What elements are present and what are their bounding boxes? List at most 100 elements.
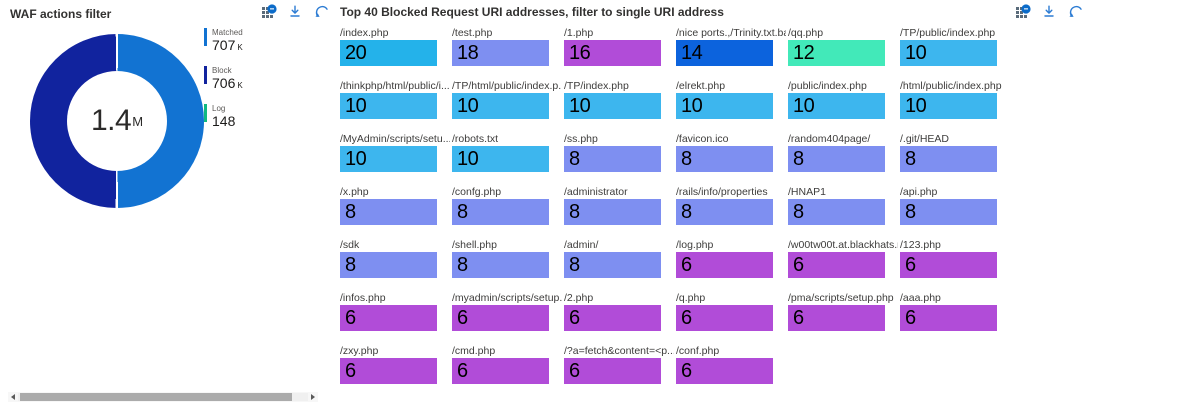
uri-tile-value[interactable]: 8 [676,199,773,225]
uri-tile-value[interactable]: 10 [676,93,773,119]
uri-tile-value[interactable]: 8 [788,199,885,225]
uri-tile-value[interactable]: 10 [452,93,549,119]
uri-tile[interactable]: /test.php 18 [452,27,564,66]
uri-tile-value[interactable]: 8 [452,252,549,278]
uri-tile-value[interactable]: 10 [340,146,437,172]
uri-tile[interactable]: /cmd.php 6 [452,345,564,384]
uri-tile-value[interactable]: 8 [788,146,885,172]
scroll-right-icon[interactable] [308,392,318,402]
horizontal-scrollbar[interactable] [8,392,318,402]
uri-tile-value[interactable]: 8 [452,199,549,225]
uri-tile-value[interactable]: 14 [676,40,773,66]
uri-tile[interactable]: /robots.txt 10 [452,133,564,172]
uri-tile-value[interactable]: 6 [452,305,549,331]
uri-tile-value[interactable]: 10 [900,40,997,66]
uri-tile-label: /pma/scripts/setup.php [788,292,894,304]
uri-tile[interactable]: /elrekt.php 10 [676,80,788,119]
scroll-left-icon[interactable] [8,392,18,402]
uri-tile-value[interactable]: 6 [564,358,661,384]
donut-chart[interactable]: 1.4 M [30,34,204,208]
uri-tile[interactable]: /zxy.php 6 [340,345,452,384]
uri-tile-value[interactable]: 10 [788,93,885,119]
uri-tile-value[interactable]: 6 [788,305,885,331]
scrollbar-track[interactable] [18,393,308,401]
uri-tile-value[interactable]: 6 [676,305,773,331]
uri-tile-value[interactable]: 8 [676,146,773,172]
download-icon[interactable] [288,4,303,18]
logs-query-icon[interactable] [262,4,277,18]
uri-tile[interactable]: /1.php 16 [564,27,676,66]
uri-tile-value[interactable]: 10 [564,93,661,119]
uri-tile[interactable]: /myadmin/scripts/setup... 6 [452,292,564,331]
uri-tile-value[interactable]: 6 [900,252,997,278]
uri-tile-value[interactable]: 12 [788,40,885,66]
uri-tile[interactable]: /log.php 6 [676,239,788,278]
uri-tile-value[interactable]: 6 [676,252,773,278]
uri-tile[interactable]: /confg.php 8 [452,186,564,225]
uri-tile[interactable]: /TP/html/public/index.p... 10 [452,80,564,119]
uri-tile[interactable]: /TP/public/index.php 10 [900,27,1012,66]
undo-icon[interactable] [314,4,329,18]
uri-tile-value[interactable]: 8 [564,146,661,172]
uri-tile[interactable]: /favicon.ico 8 [676,133,788,172]
scrollbar-thumb[interactable] [20,393,292,401]
legend-label: Block [212,66,232,75]
uri-tile-value[interactable]: 10 [900,93,997,119]
uri-tile[interactable]: /2.php 6 [564,292,676,331]
uri-tile[interactable]: /random404page/ 8 [788,133,900,172]
uri-tile[interactable]: /admin/ 8 [564,239,676,278]
uri-tile-value[interactable]: 20 [340,40,437,66]
uri-tile-value[interactable]: 16 [564,40,661,66]
uri-tile[interactable]: /123.php 6 [900,239,1012,278]
uri-tile-value[interactable]: 8 [340,252,437,278]
uri-tile-value[interactable]: 8 [340,199,437,225]
uri-tile-value[interactable]: 6 [564,305,661,331]
undo-icon[interactable] [1068,4,1083,18]
uri-tile-value[interactable]: 18 [452,40,549,66]
uri-tile-label: /administrator [564,186,628,198]
uri-tile[interactable]: /.git/HEAD 8 [900,133,1012,172]
uri-tile-value[interactable]: 6 [788,252,885,278]
uri-tile-value[interactable]: 10 [340,93,437,119]
uri-tile[interactable]: /administrator 8 [564,186,676,225]
uri-tile[interactable]: /TP/index.php 10 [564,80,676,119]
uri-tile-value[interactable]: 8 [900,146,997,172]
uri-tile[interactable]: /MyAdmin/scripts/setu... 10 [340,133,452,172]
legend-color-bar [204,28,207,46]
uri-tile[interactable]: /ss.php 8 [564,133,676,172]
uri-tile[interactable]: /q.php 6 [676,292,788,331]
uri-tile[interactable]: /thinkphp/html/public/i... 10 [340,80,452,119]
uri-tile[interactable]: /public/index.php 10 [788,80,900,119]
uri-tile[interactable]: /aaa.php 6 [900,292,1012,331]
download-icon[interactable] [1042,4,1057,18]
uri-tile[interactable]: /x.php 8 [340,186,452,225]
uri-tile-value[interactable]: 6 [900,305,997,331]
uri-tile[interactable]: /api.php 8 [900,186,1012,225]
uri-tile-value[interactable]: 8 [900,199,997,225]
uri-tile-value[interactable]: 6 [340,358,437,384]
legend-item[interactable]: Block 706 K [204,66,324,93]
uri-tile[interactable]: /?a=fetch&content=<p... 6 [564,345,676,384]
uri-tile[interactable]: /sdk 8 [340,239,452,278]
uri-tile[interactable]: /infos.php 6 [340,292,452,331]
uri-tile[interactable]: /index.php 20 [340,27,452,66]
uri-tile[interactable]: /pma/scripts/setup.php 6 [788,292,900,331]
uri-tile-value[interactable]: 10 [452,146,549,172]
uri-tile[interactable]: /nice ports.,/Trinity.txt.bak 14 [676,27,788,66]
uri-tile[interactable]: /qq.php 12 [788,27,900,66]
uri-tile[interactable]: /w00tw00t.at.blackhats.r... 6 [788,239,900,278]
uri-tile[interactable]: /rails/info/properties 8 [676,186,788,225]
logs-query-icon[interactable] [1016,4,1031,18]
legend-item[interactable]: Matched 707 K [204,28,324,55]
uri-tile[interactable]: /conf.php 6 [676,345,788,384]
uri-tile-value[interactable]: 6 [452,358,549,384]
uri-tile-value[interactable]: 6 [676,358,773,384]
uri-tile-value[interactable]: 6 [340,305,437,331]
uri-tile-label: /q.php [676,292,706,304]
uri-tile-value[interactable]: 8 [564,252,661,278]
uri-tile-value[interactable]: 8 [564,199,661,225]
uri-tile[interactable]: /shell.php 8 [452,239,564,278]
uri-tile[interactable]: /HNAP1 8 [788,186,900,225]
legend-item[interactable]: Log 148 [204,104,324,131]
uri-tile[interactable]: /html/public/index.php 10 [900,80,1012,119]
